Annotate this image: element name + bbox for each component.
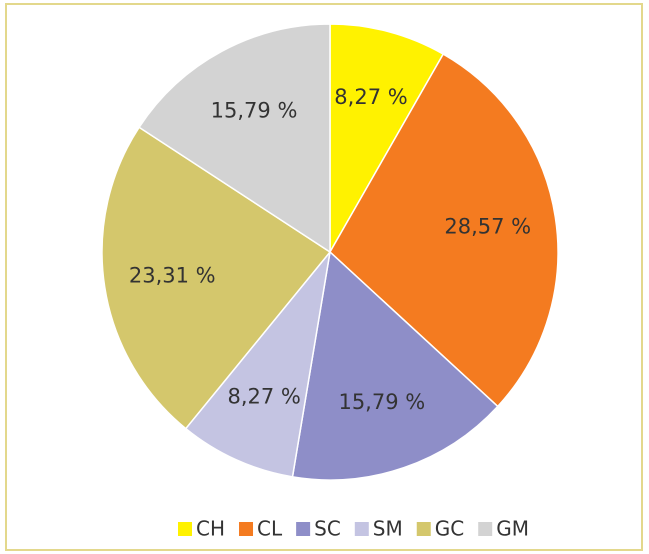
legend-swatch: [354, 522, 369, 536]
pie-slice: [291, 250, 499, 481]
legend-label: SC: [314, 517, 341, 541]
legend-swatch: [178, 522, 192, 536]
legend-label: GM: [496, 517, 529, 541]
legend-swatch: [296, 522, 311, 536]
pie-slice: [184, 249, 332, 478]
pie-slice: [329, 53, 559, 408]
legend-label: CL: [257, 517, 283, 541]
data-label: 8,27 %: [227, 384, 300, 408]
data-label: 28,57 %: [444, 215, 531, 239]
legend-swatch: [416, 522, 431, 536]
data-label: 15,79 %: [338, 390, 425, 414]
data-label: 23,31 %: [129, 263, 216, 287]
legend-swatch: [239, 522, 254, 536]
legend-label: SM: [373, 517, 403, 541]
data-label: 8,27 %: [334, 85, 407, 109]
pie-slice: [138, 23, 331, 254]
pie-slice: [329, 23, 445, 255]
legend-label: CH: [196, 517, 225, 541]
data-label: 15,79 %: [211, 99, 298, 123]
legend-label: GC: [435, 517, 464, 541]
pie-slice: [101, 126, 332, 430]
legend-swatch: [478, 522, 493, 536]
